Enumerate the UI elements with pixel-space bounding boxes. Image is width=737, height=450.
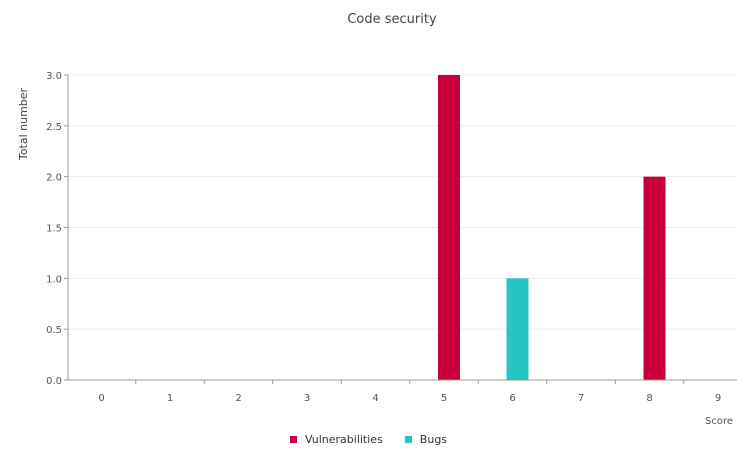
- x-axis-label: Score: [705, 416, 733, 427]
- legend-label-bugs: Bugs: [419, 433, 448, 446]
- y-tick-label: 2.0: [46, 173, 62, 184]
- chart-legend: Vulnerabilities Bugs: [0, 433, 737, 446]
- x-tick-label: 6: [509, 393, 515, 404]
- x-tick-label: 9: [715, 393, 721, 404]
- legend-item-bugs[interactable]: Bugs: [404, 433, 448, 446]
- y-tick-label: 2.5: [46, 122, 62, 133]
- y-tick-label: 0.0: [46, 376, 62, 387]
- legend-item-vulnerabilities[interactable]: Vulnerabilities: [289, 433, 383, 446]
- legend-label-vulnerabilities: Vulnerabilities: [304, 433, 383, 446]
- bar-bugs-6[interactable]: [506, 278, 529, 380]
- x-tick-label: 8: [646, 393, 652, 404]
- y-tick-label: 1.5: [46, 224, 62, 235]
- x-tick-label: 0: [98, 393, 104, 404]
- x-tick-label: 2: [235, 393, 241, 404]
- y-tick-label: 1.0: [46, 274, 62, 285]
- x-tick-label: 4: [372, 393, 378, 404]
- y-axis-label: Total number: [17, 87, 30, 161]
- chart-title: Code security: [347, 12, 437, 27]
- bar-vulnerabilities-5[interactable]: [438, 75, 460, 380]
- x-tick-label: 1: [167, 393, 173, 404]
- y-tick-label: 0.5: [46, 325, 62, 336]
- x-tick-label: 5: [441, 393, 447, 404]
- legend-swatch-vulnerabilities: [289, 436, 297, 443]
- y-tick-label: 3.0: [46, 71, 62, 82]
- bar-vulnerabilities-8[interactable]: [643, 176, 666, 380]
- legend-swatch-bugs: [404, 436, 412, 443]
- x-tick-label: 3: [304, 393, 310, 404]
- x-tick-label: 7: [578, 393, 584, 404]
